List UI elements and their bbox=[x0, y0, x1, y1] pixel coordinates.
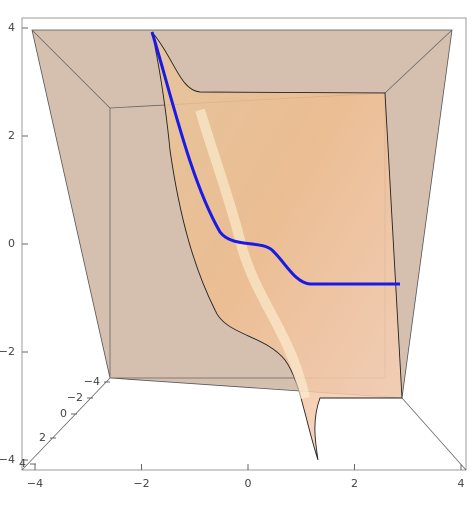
depth-tick-label: 2 bbox=[39, 431, 46, 444]
left-tick-label: 2 bbox=[8, 129, 15, 142]
depth-tick-label: 4 bbox=[19, 457, 26, 470]
left-tick-label: −4 bbox=[0, 453, 15, 466]
depth-tick-label: −2 bbox=[67, 391, 83, 404]
bottom-tick-label: −2 bbox=[133, 477, 149, 490]
left-tick-label: −2 bbox=[0, 345, 15, 358]
bottom-tick-label: −4 bbox=[27, 477, 43, 490]
bottom-tick-label: 4 bbox=[458, 477, 465, 490]
box-edge bbox=[384, 29, 453, 94]
highlight bbox=[195, 108, 310, 400]
bottom-tick-label: 2 bbox=[351, 477, 358, 490]
box-edge bbox=[21, 377, 111, 471]
box-edge bbox=[31, 29, 111, 109]
left-tick-label: 0 bbox=[8, 237, 15, 250]
left-tick-label: 4 bbox=[8, 21, 15, 34]
surface bbox=[151, 31, 403, 461]
curve bbox=[150, 31, 400, 286]
depth-tick-label: −4 bbox=[84, 375, 100, 388]
depth-tick-label: 0 bbox=[60, 407, 67, 420]
box-edge bbox=[401, 397, 467, 471]
bottom-tick-label: 0 bbox=[245, 477, 252, 490]
